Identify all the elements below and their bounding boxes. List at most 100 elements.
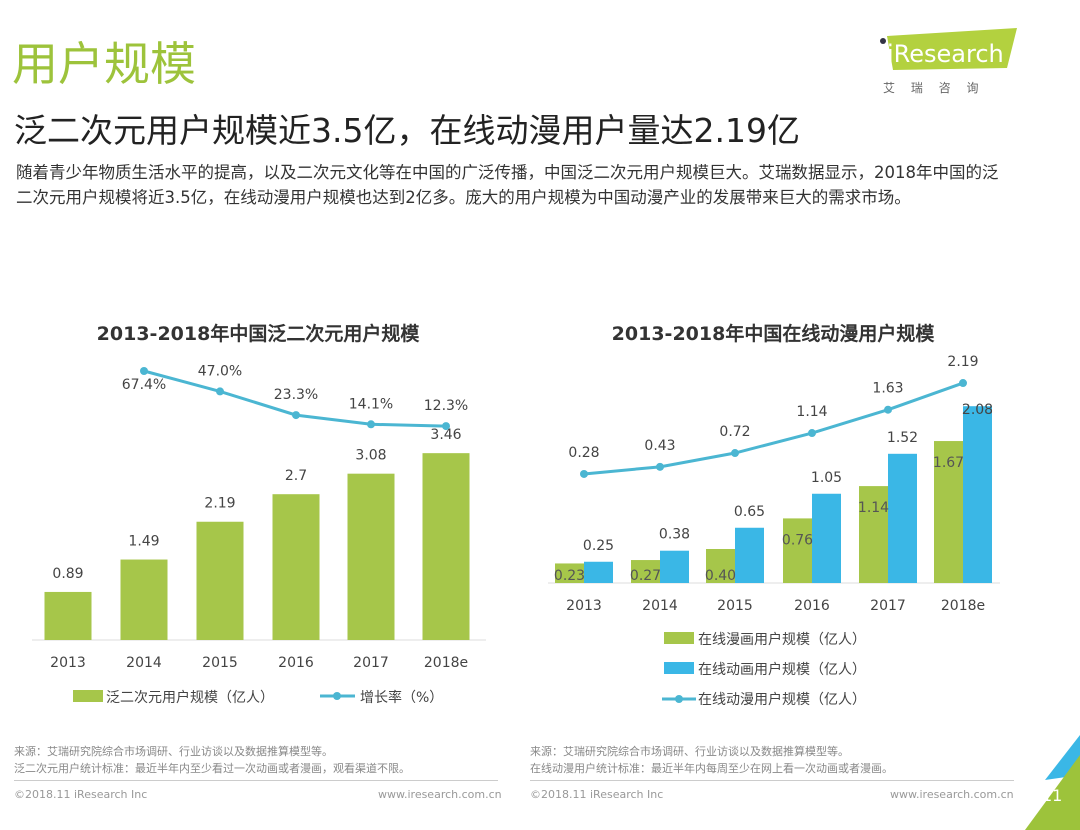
- total-label: 1.63: [872, 381, 903, 397]
- legend-swatch-comic: [664, 632, 694, 644]
- bar: [272, 494, 320, 640]
- bar-comic: [859, 486, 888, 583]
- bar-comic: [706, 549, 735, 583]
- x-tick-label: 2015: [202, 655, 238, 671]
- x-tick-label: 2016: [794, 598, 830, 614]
- intro-paragraph: 随着青少年物质生活水平的提高，以及二次元文化等在中国的广泛传播，中国泛二次元用户…: [16, 163, 999, 207]
- right-divider: [530, 780, 1014, 781]
- bar-comic: [631, 560, 660, 583]
- left-source: 来源：艾瑞研究院综合市场调研、行业访谈以及数据推算模型等。: [14, 745, 333, 758]
- legend-label: 在线漫画用户规模（亿人）: [698, 631, 866, 648]
- legend-swatch-animation: [664, 662, 694, 674]
- bar-animation: [812, 493, 841, 583]
- legend-swatch-point: [675, 695, 683, 703]
- x-tick-label: 2015: [717, 598, 753, 614]
- bar-label: 3.08: [355, 448, 386, 464]
- total-point: [731, 449, 739, 458]
- bar-label: 3.46: [430, 427, 461, 443]
- growth-label: 23.3%: [274, 387, 318, 403]
- x-tick-label: 2013: [566, 598, 602, 614]
- total-label: 2.19: [947, 354, 978, 370]
- bar-label-animation: 1.05: [811, 470, 842, 486]
- bar-label: 0.89: [52, 566, 83, 582]
- bar-comic: [555, 563, 584, 583]
- bar: [196, 521, 244, 640]
- growth-label: 14.1%: [349, 396, 393, 412]
- iresearch-logo: iResearch 艾 瑞 咨 询: [880, 28, 1017, 95]
- legend-label: 在线动漫用户规模（亿人）: [698, 691, 866, 708]
- total-point: [808, 429, 816, 438]
- x-tick-label: 2018e: [941, 598, 985, 614]
- svg-text:iResearch: iResearch: [887, 40, 1004, 68]
- bar-animation: [584, 561, 613, 583]
- total-label: 1.14: [796, 404, 827, 420]
- growth-point: [216, 387, 224, 396]
- bar-label-animation: 1.52: [887, 430, 918, 446]
- bar-label: 1.49: [128, 534, 159, 550]
- x-tick-label: 2013: [50, 655, 86, 671]
- legend-swatch-bar: [73, 690, 103, 702]
- headline: 泛二次元用户规模近3.5亿，在线动漫用户量达2.19亿: [14, 111, 800, 150]
- total-line: [583, 381, 964, 476]
- bar-animation: [963, 406, 992, 583]
- legend-label: 在线动画用户规模（亿人）: [698, 661, 866, 678]
- growth-point: [442, 422, 450, 431]
- growth-point: [367, 420, 375, 429]
- left-copyright: ©2018.11 iResearch Inc: [14, 788, 148, 801]
- x-tick-label: 2016: [278, 655, 314, 671]
- x-tick-label: 2017: [353, 655, 389, 671]
- page-corner-decoration: [1025, 735, 1080, 830]
- legend-swatch-point: [333, 692, 341, 700]
- right-note: 在线动漫用户统计标准：最近半年内每周至少在网上看一次动画或者漫画。: [530, 762, 893, 775]
- total-point: [656, 462, 664, 471]
- x-tick-label: 2017: [870, 598, 906, 614]
- bar-animation: [735, 527, 764, 583]
- x-tick-label: 2014: [642, 598, 678, 614]
- bar-label-animation: 0.25: [583, 538, 614, 554]
- bar-label-comic: 0.27: [630, 568, 661, 584]
- growth-label: 47.0%: [198, 363, 242, 379]
- bar-label-animation: 2.08: [962, 402, 993, 418]
- bar-animation: [888, 453, 917, 583]
- bar-animation: [660, 550, 689, 583]
- growth-point: [292, 411, 300, 420]
- svg-text:艾 瑞 咨 询: 艾 瑞 咨 询: [883, 80, 984, 95]
- bar-comic: [783, 518, 812, 583]
- x-tick-label: 2018e: [424, 655, 468, 671]
- page-number: 11: [1042, 786, 1063, 805]
- right-website[interactable]: www.iresearch.com.cn: [890, 788, 1014, 801]
- chart-title: 2013-2018年中国在线动漫用户规模: [612, 322, 936, 345]
- total-label: 0.28: [568, 445, 599, 461]
- bar-label-comic: 1.67: [933, 455, 964, 471]
- total-point: [959, 379, 967, 388]
- left-note: 泛二次元用户统计标准：最近半年内至少看过一次动画或者漫画，观看渠道不限。: [14, 762, 410, 775]
- legend-label: 增长率（%）: [360, 689, 443, 706]
- left-website[interactable]: www.iresearch.com.cn: [378, 788, 502, 801]
- left-divider: [14, 780, 498, 781]
- bar-label-comic: 0.40: [705, 568, 736, 584]
- right-source: 来源：艾瑞研究院综合市场调研、行业访谈以及数据推算模型等。: [530, 745, 849, 758]
- bar: [422, 453, 470, 640]
- bar-label: 2.7: [285, 468, 307, 484]
- bar-label-comic: 0.76: [782, 532, 813, 548]
- total-point: [884, 405, 892, 414]
- total-label: 0.43: [644, 438, 675, 454]
- total-label: 0.72: [719, 424, 750, 440]
- growth-label: 12.3%: [424, 398, 468, 414]
- bar: [347, 473, 395, 640]
- bar-label-animation: 0.38: [659, 527, 690, 543]
- bar: [120, 559, 168, 640]
- bar-label-comic: 0.23: [554, 568, 585, 584]
- chart-title: 2013-2018年中国泛二次元用户规模: [97, 322, 421, 345]
- growth-label: 67.4%: [122, 377, 166, 393]
- x-tick-label: 2014: [126, 655, 162, 671]
- bar-label-comic: 1.14: [858, 500, 889, 516]
- growth-point: [140, 367, 148, 375]
- total-point: [580, 469, 588, 478]
- bar-label-animation: 0.65: [734, 504, 765, 520]
- bar: [44, 591, 92, 640]
- bar-label: 2.19: [204, 496, 235, 512]
- legend-label: 泛二次元用户规模（亿人）: [106, 689, 274, 706]
